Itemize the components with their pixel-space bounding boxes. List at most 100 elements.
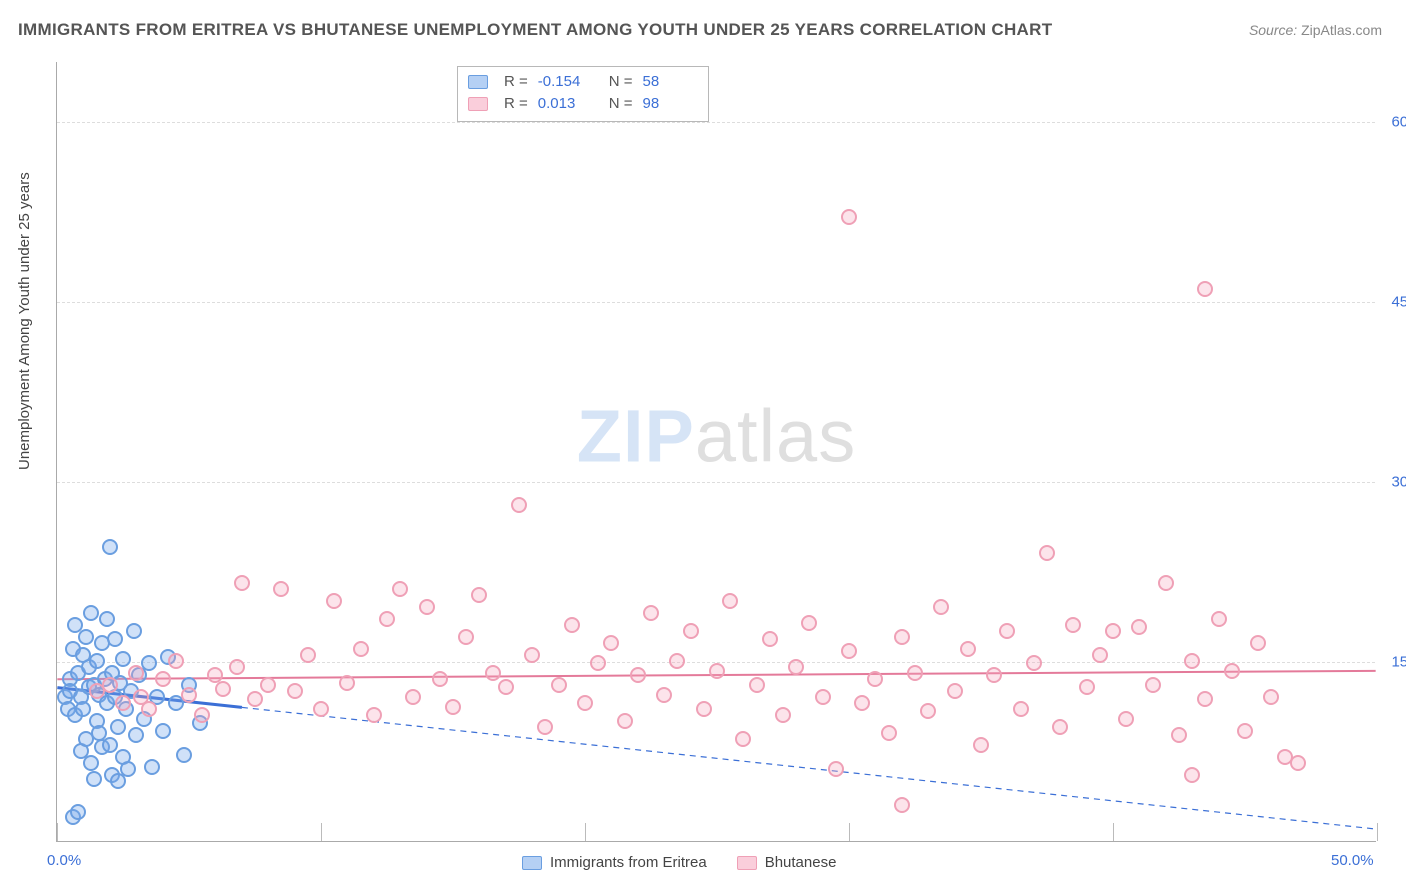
source-attribution: Source: ZipAtlas.com bbox=[1249, 22, 1382, 38]
data-point-bhutanese bbox=[1197, 691, 1213, 707]
data-point-bhutanese bbox=[524, 647, 540, 663]
data-point-bhutanese bbox=[947, 683, 963, 699]
data-point-bhutanese bbox=[841, 643, 857, 659]
correlation-legend: R = -0.154 N = 58 R = 0.013 N = 98 bbox=[457, 66, 709, 122]
data-point-eritrea bbox=[78, 629, 94, 645]
swatch-blue bbox=[468, 75, 488, 89]
data-point-bhutanese bbox=[247, 691, 263, 707]
data-point-bhutanese bbox=[102, 677, 118, 693]
data-point-bhutanese bbox=[1118, 711, 1134, 727]
data-point-eritrea bbox=[126, 623, 142, 639]
data-point-bhutanese bbox=[1131, 619, 1147, 635]
series-legend: Immigrants from Eritrea Bhutanese bbox=[522, 854, 836, 871]
data-point-bhutanese bbox=[458, 629, 474, 645]
data-point-bhutanese bbox=[1224, 663, 1240, 679]
x-tick-mark bbox=[1377, 823, 1378, 841]
watermark: ZIPatlas bbox=[577, 393, 856, 478]
data-point-bhutanese bbox=[141, 701, 157, 717]
data-point-eritrea bbox=[115, 651, 131, 667]
legend-row-eritrea: R = -0.154 N = 58 bbox=[468, 71, 698, 93]
data-point-bhutanese bbox=[696, 701, 712, 717]
data-point-eritrea bbox=[83, 605, 99, 621]
data-point-bhutanese bbox=[168, 653, 184, 669]
data-point-bhutanese bbox=[986, 667, 1002, 683]
data-point-bhutanese bbox=[445, 699, 461, 715]
data-point-bhutanese bbox=[300, 647, 316, 663]
data-point-bhutanese bbox=[854, 695, 870, 711]
data-point-eritrea bbox=[144, 759, 160, 775]
data-point-bhutanese bbox=[1065, 617, 1081, 633]
data-point-bhutanese bbox=[419, 599, 435, 615]
data-point-bhutanese bbox=[366, 707, 382, 723]
data-point-bhutanese bbox=[1013, 701, 1029, 717]
data-point-bhutanese bbox=[551, 677, 567, 693]
data-point-bhutanese bbox=[960, 641, 976, 657]
data-point-bhutanese bbox=[1184, 767, 1200, 783]
r-label: R = bbox=[504, 71, 528, 93]
data-point-bhutanese bbox=[1184, 653, 1200, 669]
data-point-bhutanese bbox=[1039, 545, 1055, 561]
data-point-bhutanese bbox=[229, 659, 245, 675]
data-point-bhutanese bbox=[643, 605, 659, 621]
x-tick-mark bbox=[321, 823, 322, 841]
data-point-bhutanese bbox=[577, 695, 593, 711]
data-point-bhutanese bbox=[881, 725, 897, 741]
data-point-bhutanese bbox=[287, 683, 303, 699]
data-point-eritrea bbox=[110, 773, 126, 789]
data-point-bhutanese bbox=[894, 629, 910, 645]
data-point-eritrea bbox=[83, 755, 99, 771]
data-point-bhutanese bbox=[564, 617, 580, 633]
data-point-bhutanese bbox=[1105, 623, 1121, 639]
data-point-bhutanese bbox=[669, 653, 685, 669]
data-point-bhutanese bbox=[775, 707, 791, 723]
data-point-eritrea bbox=[102, 737, 118, 753]
data-point-bhutanese bbox=[234, 575, 250, 591]
y-tick-label: 30.0% bbox=[1380, 474, 1406, 491]
x-tick-mark bbox=[849, 823, 850, 841]
data-point-eritrea bbox=[70, 804, 86, 820]
data-point-bhutanese bbox=[841, 209, 857, 225]
data-point-eritrea bbox=[89, 653, 105, 669]
data-point-bhutanese bbox=[273, 581, 289, 597]
data-point-bhutanese bbox=[215, 681, 231, 697]
data-point-bhutanese bbox=[999, 623, 1015, 639]
n-value-eritrea: 58 bbox=[643, 71, 698, 93]
data-point-bhutanese bbox=[788, 659, 804, 675]
watermark-zip: ZIP bbox=[577, 394, 695, 477]
gridline-h bbox=[57, 482, 1375, 483]
y-axis-label: Unemployment Among Youth under 25 years bbox=[16, 172, 33, 470]
swatch-blue bbox=[522, 856, 542, 870]
data-point-eritrea bbox=[141, 655, 157, 671]
swatch-pink bbox=[468, 97, 488, 111]
data-point-eritrea bbox=[176, 747, 192, 763]
legend-row-bhutanese: R = 0.013 N = 98 bbox=[468, 93, 698, 115]
data-point-bhutanese bbox=[194, 707, 210, 723]
x-tick-mark bbox=[585, 823, 586, 841]
x-tick-mark bbox=[57, 823, 58, 841]
data-point-bhutanese bbox=[471, 587, 487, 603]
source-value: ZipAtlas.com bbox=[1301, 22, 1382, 38]
r-value-bhutanese: 0.013 bbox=[538, 93, 593, 115]
x-tick-mark bbox=[1113, 823, 1114, 841]
data-point-bhutanese bbox=[537, 719, 553, 735]
data-point-bhutanese bbox=[181, 687, 197, 703]
data-point-bhutanese bbox=[339, 675, 355, 691]
legend-item-bhutanese: Bhutanese bbox=[737, 854, 837, 871]
data-point-bhutanese bbox=[894, 797, 910, 813]
x-tick-label: 50.0% bbox=[1331, 852, 1374, 869]
data-point-bhutanese bbox=[1197, 281, 1213, 297]
legend-item-eritrea: Immigrants from Eritrea bbox=[522, 854, 707, 871]
data-point-eritrea bbox=[155, 723, 171, 739]
r-label: R = bbox=[504, 93, 528, 115]
data-point-bhutanese bbox=[128, 665, 144, 681]
y-tick-label: 15.0% bbox=[1380, 654, 1406, 671]
scatter-plot-area: ZIPatlas R = -0.154 N = 58 R = 0.013 N =… bbox=[56, 62, 1376, 842]
data-point-bhutanese bbox=[115, 695, 131, 711]
y-tick-label: 60.0% bbox=[1380, 114, 1406, 131]
n-value-bhutanese: 98 bbox=[643, 93, 698, 115]
legend-label-eritrea: Immigrants from Eritrea bbox=[550, 854, 707, 871]
data-point-bhutanese bbox=[498, 679, 514, 695]
data-point-bhutanese bbox=[313, 701, 329, 717]
data-point-eritrea bbox=[75, 701, 91, 717]
data-point-bhutanese bbox=[405, 689, 421, 705]
